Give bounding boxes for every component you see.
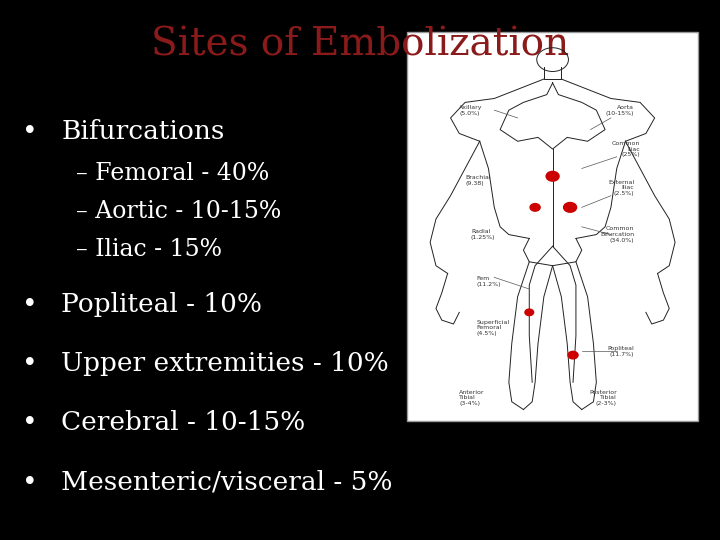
Text: Bifurcations: Bifurcations [61, 119, 225, 144]
Text: – Iliac - 15%: – Iliac - 15% [76, 238, 222, 261]
Text: •: • [22, 292, 37, 316]
Text: Axillary
(5.0%): Axillary (5.0%) [459, 105, 483, 116]
Text: – Femoral - 40%: – Femoral - 40% [76, 162, 269, 185]
Text: Radial
(1.25%): Radial (1.25%) [471, 229, 495, 240]
Text: Cerebral - 10-15%: Cerebral - 10-15% [61, 410, 305, 435]
Circle shape [568, 352, 578, 359]
Text: Common
Bifurcation
(34.0%): Common Bifurcation (34.0%) [600, 226, 634, 243]
Circle shape [525, 309, 534, 315]
Text: •: • [22, 470, 37, 495]
Text: Aorta
(10-15%): Aorta (10-15%) [606, 105, 634, 116]
Text: Upper extremities - 10%: Upper extremities - 10% [61, 351, 389, 376]
Text: •: • [22, 351, 37, 376]
Text: Fem
(11.2%): Fem (11.2%) [477, 276, 501, 287]
Text: •: • [22, 119, 37, 144]
Text: External
Iliac
(2.5%): External Iliac (2.5%) [608, 180, 634, 196]
Text: Popliteal
(11.7%): Popliteal (11.7%) [608, 346, 634, 356]
Text: Brachial
(9.38): Brachial (9.38) [465, 175, 491, 186]
Circle shape [564, 202, 577, 212]
Text: Posterior
Tibial
(2-3%): Posterior Tibial (2-3%) [589, 389, 617, 406]
Text: •: • [22, 410, 37, 435]
Circle shape [530, 204, 540, 211]
Text: Popliteal - 10%: Popliteal - 10% [61, 292, 262, 316]
Text: Sites of Embolization: Sites of Embolization [151, 27, 569, 64]
Text: Superficial
Femoral
(4.5%): Superficial Femoral (4.5%) [477, 320, 510, 336]
FancyBboxPatch shape [407, 32, 698, 421]
Text: Mesenteric/visceral - 5%: Mesenteric/visceral - 5% [61, 470, 392, 495]
Text: Common
Iliac
(25%): Common Iliac (25%) [612, 141, 640, 157]
Circle shape [546, 171, 559, 181]
Text: Anterior
Tibial
(3-4%): Anterior Tibial (3-4%) [459, 389, 485, 406]
Text: – Aortic - 10-15%: – Aortic - 10-15% [76, 200, 281, 223]
